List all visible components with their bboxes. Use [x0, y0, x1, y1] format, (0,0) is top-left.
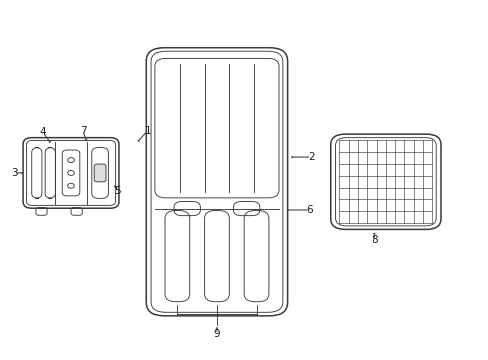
FancyBboxPatch shape: [94, 164, 106, 182]
Text: 2: 2: [307, 152, 314, 162]
Text: 6: 6: [306, 205, 312, 215]
Text: 5: 5: [115, 186, 121, 195]
Text: 1: 1: [144, 126, 151, 136]
Text: 9: 9: [213, 329, 220, 339]
Text: 4: 4: [40, 127, 46, 138]
Text: 3: 3: [11, 168, 18, 178]
Text: 7: 7: [80, 126, 86, 136]
Text: 8: 8: [370, 235, 377, 245]
